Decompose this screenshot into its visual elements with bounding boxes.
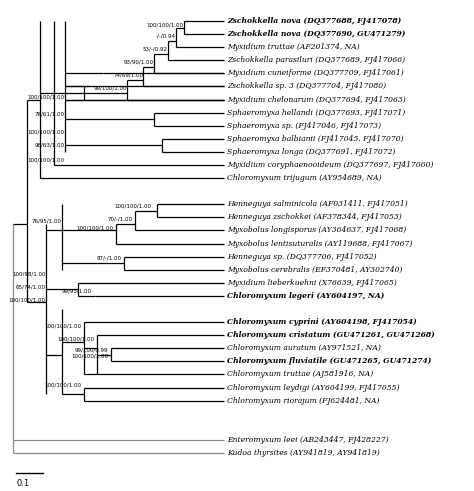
- Text: Henneguya zschokkei (AF378344, FJ417053): Henneguya zschokkei (AF378344, FJ417053): [227, 214, 402, 221]
- Text: Chloromyxum cyprini (AY604198, FJ417054): Chloromyxum cyprini (AY604198, FJ417054): [227, 318, 417, 326]
- Text: Chloromyxum cristatum (GU471261, GU471268): Chloromyxum cristatum (GU471261, GU47126…: [227, 331, 435, 339]
- Text: 99/100/0.99: 99/100/0.99: [74, 347, 108, 352]
- Text: 100/100/1.00: 100/100/1.00: [28, 130, 65, 135]
- Text: Myxobolus longisporus (AY364637, FJ417068): Myxobolus longisporus (AY364637, FJ41706…: [227, 226, 406, 235]
- Text: 100/100/1.00: 100/100/1.00: [44, 324, 81, 328]
- Text: Myxidium cuneiforme (DQ377709, FJ417061): Myxidium cuneiforme (DQ377709, FJ417061): [227, 69, 404, 78]
- Text: Myxobolus lentisuturalis (AY119688, FJ417067): Myxobolus lentisuturalis (AY119688, FJ41…: [227, 240, 412, 247]
- Text: 100/100/1.00: 100/100/1.00: [28, 158, 65, 163]
- Text: 70/-/1.00: 70/-/1.00: [108, 217, 132, 221]
- Text: Chloromyxum riorajum (FJ624481, NA): Chloromyxum riorajum (FJ624481, NA): [227, 397, 380, 405]
- Text: Zschokkella nova (DQ377688, FJ417078): Zschokkella nova (DQ377688, FJ417078): [227, 17, 401, 25]
- Text: Sphaeromyxa longa (DQ377691, FJ417072): Sphaeromyxa longa (DQ377691, FJ417072): [227, 148, 396, 156]
- Text: 100/100/1.00: 100/100/1.00: [114, 203, 151, 208]
- Text: 100/100/1.00: 100/100/1.00: [9, 298, 46, 302]
- Text: 100/100/1.00: 100/100/1.00: [76, 225, 113, 230]
- Text: Chloromyxum fluviatile (GU471265, GU471274): Chloromyxum fluviatile (GU471265, GU4712…: [227, 357, 431, 365]
- Text: 76/61/1.00: 76/61/1.00: [35, 111, 65, 116]
- Text: 100/100/1.00: 100/100/1.00: [28, 95, 65, 100]
- Text: Myxidium coryphaenooideum (DQ377697, FJ417060): Myxidium coryphaenooideum (DQ377697, FJ4…: [227, 161, 434, 169]
- Text: 100/100/1.00: 100/100/1.00: [147, 23, 184, 27]
- Text: Sphaeromyxa hellandi (DQ377693, FJ417071): Sphaeromyxa hellandi (DQ377693, FJ417071…: [227, 109, 405, 117]
- Text: 96/63/1.00: 96/63/1.00: [35, 143, 65, 148]
- Text: Myxidium truttae (AF201374, NA): Myxidium truttae (AF201374, NA): [227, 43, 360, 51]
- Text: 87/-/1.00: 87/-/1.00: [97, 256, 122, 261]
- Text: Myxobolus cerebralis (EF370481, AY302740): Myxobolus cerebralis (EF370481, AY302740…: [227, 266, 402, 274]
- Text: 100/100/1.00: 100/100/1.00: [57, 337, 94, 342]
- Text: Kudoa thyrsites (AY941819, AY941819): Kudoa thyrsites (AY941819, AY941819): [227, 449, 380, 457]
- Text: -/-/0.94: -/-/0.94: [156, 33, 176, 38]
- Text: Zschokkella nova (DQ377690, GU471279): Zschokkella nova (DQ377690, GU471279): [227, 30, 405, 38]
- Text: 99/100/1.00: 99/100/1.00: [93, 85, 127, 90]
- Text: 93/90/1.00: 93/90/1.00: [124, 59, 154, 64]
- Text: Sphaeromyxa balbianii (FJ417045, FJ417070): Sphaeromyxa balbianii (FJ417045, FJ41707…: [227, 135, 404, 143]
- Text: Enteromyxum leei (AB243447, FJ428227): Enteromyxum leei (AB243447, FJ428227): [227, 436, 389, 444]
- Text: Sphaeromyxa sp. (FJ417046, FJ417073): Sphaeromyxa sp. (FJ417046, FJ417073): [227, 122, 381, 130]
- Text: 100/98/1.00: 100/98/1.00: [12, 272, 46, 276]
- Text: Zschokkella parasiluri (DQ377689, FJ417066): Zschokkella parasiluri (DQ377689, FJ4170…: [227, 56, 405, 64]
- Text: Chloromyxum trijugum (AY954689, NA): Chloromyxum trijugum (AY954689, NA): [227, 174, 382, 182]
- Text: 53/-/0.92: 53/-/0.92: [143, 46, 168, 51]
- Text: Myxidium lieberkuehni (X76639, FJ417065): Myxidium lieberkuehni (X76639, FJ417065): [227, 279, 397, 287]
- Text: 100/100/1.00: 100/100/1.00: [44, 382, 81, 387]
- Text: Henneguya sp. (DQ377706, FJ417052): Henneguya sp. (DQ377706, FJ417052): [227, 253, 377, 261]
- Text: Chloromyxum truttae (AJ581916, NA): Chloromyxum truttae (AJ581916, NA): [227, 370, 374, 379]
- Text: 100/100/1.00: 100/100/1.00: [71, 354, 108, 359]
- Text: 65/74/1.00: 65/74/1.00: [16, 284, 46, 289]
- Text: 76/95/1.00: 76/95/1.00: [32, 219, 62, 224]
- Text: Zschokkella sp. 3 (DQ377704, FJ417080): Zschokkella sp. 3 (DQ377704, FJ417080): [227, 82, 386, 90]
- Text: Chloromyxum legeri (AY604197, NA): Chloromyxum legeri (AY604197, NA): [227, 292, 384, 300]
- Text: Myxidium chelonarum (DQ377694, FJ417063): Myxidium chelonarum (DQ377694, FJ417063): [227, 96, 406, 104]
- Text: Chloromyxum leydigi (AY604199, FJ417055): Chloromyxum leydigi (AY604199, FJ417055): [227, 383, 400, 391]
- Text: 74/69/1.00: 74/69/1.00: [113, 72, 143, 77]
- Text: Chloromyxum auratum (AY971521, NA): Chloromyxum auratum (AY971521, NA): [227, 344, 381, 352]
- Text: Henneguya salminicola (AF031411, FJ417051): Henneguya salminicola (AF031411, FJ41705…: [227, 200, 408, 208]
- Text: 0.1: 0.1: [16, 479, 29, 488]
- Text: 99/95/1.00: 99/95/1.00: [62, 288, 92, 293]
